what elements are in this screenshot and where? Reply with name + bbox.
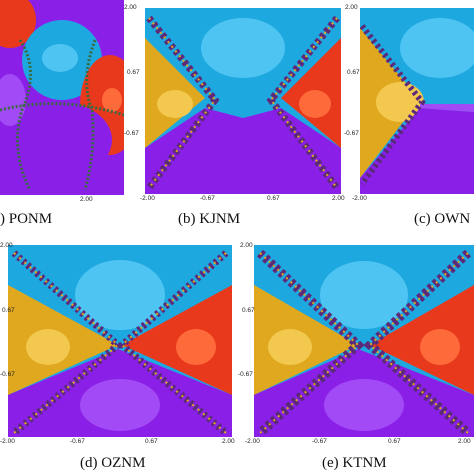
caption-a: ) PONM	[0, 211, 53, 227]
caption-e: (e) KTNM	[322, 455, 387, 471]
tick-y-hi-d: 0.67	[2, 307, 15, 314]
tick-x-min-d: -2.00	[0, 438, 15, 445]
tick-y-max-e: 2.00	[240, 242, 253, 249]
basin-plot-oznm	[8, 245, 232, 437]
tick-x-min-b: -2.00	[140, 195, 155, 202]
basin-plot-kjnm	[145, 8, 341, 194]
basin-plot-ownm	[360, 8, 474, 194]
tick-x-lo-e: -0.67	[312, 438, 327, 445]
tick-y-max-b: 2.00	[124, 4, 137, 11]
tick-x-min-e: -2.00	[245, 438, 260, 445]
tick-x-hi-d: 0.67	[145, 438, 158, 445]
tick-y-hi-e: 0.67	[242, 307, 255, 314]
tick-y-lo-e: -0.67	[238, 371, 253, 378]
tick-y-max-d: 2.00	[0, 242, 13, 249]
tick-x-min-c: -2.00	[352, 195, 367, 202]
tick-y-hi-b: 0.67	[127, 69, 140, 76]
tick-y-lo-b: -0.67	[124, 130, 139, 137]
tick-x-max-d: 2.00	[222, 438, 235, 445]
caption-d: (d) OZNM	[80, 455, 146, 471]
caption-b: (b) KJNM	[178, 211, 241, 227]
tick-y-hi-c: 0.67	[347, 69, 360, 76]
caption-c: (c) OWN	[414, 211, 471, 227]
tick-x-lo-b: -0.67	[200, 195, 215, 202]
tick-x-hi-b: 0.67	[267, 195, 280, 202]
tick-x-max-a: 2.00	[80, 196, 93, 203]
tick-x-max-e: 2.00	[458, 438, 471, 445]
basin-plot-ktnm	[254, 245, 474, 437]
tick-y-lo-c: -0.67	[344, 130, 359, 137]
tick-y-max-c: 2.00	[345, 4, 358, 11]
tick-x-hi-e: 0.67	[388, 438, 401, 445]
tick-y-lo-d: -0.67	[0, 371, 15, 378]
basin-plot-ponm	[0, 0, 124, 195]
tick-x-max-b: 2.00	[332, 195, 345, 202]
tick-x-lo-d: -0.67	[70, 438, 85, 445]
